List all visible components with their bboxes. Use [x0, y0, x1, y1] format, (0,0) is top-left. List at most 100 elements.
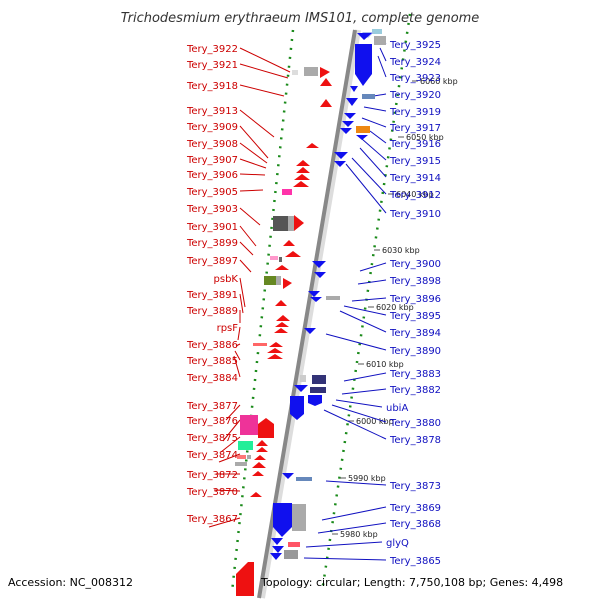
gene-block[interactable]: [310, 387, 326, 393]
gene-arrow[interactable]: [283, 240, 295, 246]
gene-arrow[interactable]: [350, 86, 358, 92]
gene-arrow[interactable]: [320, 67, 330, 78]
gene-arrow[interactable]: [334, 161, 346, 167]
gene-block[interactable]: [326, 296, 340, 300]
gene-label-right[interactable]: Tery_3880: [389, 418, 441, 429]
gene-label-right[interactable]: Tery_3883: [389, 369, 441, 380]
gene-label-left[interactable]: Tery_3897: [186, 256, 238, 267]
gene-arrow[interactable]: [252, 462, 266, 468]
gene-arrow[interactable]: [293, 181, 309, 187]
gene-label-right[interactable]: ubiA: [386, 403, 408, 414]
gene-block[interactable]: [240, 415, 258, 435]
gene-label-right[interactable]: Tery_3869: [389, 503, 441, 514]
gene-arrow[interactable]: [340, 128, 352, 134]
gene-arrow[interactable]: [285, 251, 301, 257]
gene-block[interactable]: [237, 455, 246, 459]
gene-block[interactable]: [312, 375, 326, 384]
gene-arrow[interactable]: [306, 143, 319, 148]
gene-block[interactable]: [304, 67, 318, 76]
gene-label-right[interactable]: Tery_3868: [389, 519, 441, 530]
gene-block[interactable]: [253, 343, 267, 346]
gene-arrow[interactable]: [252, 471, 264, 476]
gene-block[interactable]: [362, 94, 375, 99]
gene-block[interactable]: [270, 256, 278, 260]
gene-arrow[interactable]: [304, 328, 316, 334]
gene-arrow[interactable]: [312, 261, 326, 268]
gene-arrow[interactable]: [276, 315, 290, 321]
gene-label-left[interactable]: Tery_3876: [186, 416, 238, 427]
gene-arrow[interactable]: [236, 562, 254, 596]
gene-label-left[interactable]: Tery_3918: [186, 81, 238, 92]
gene-label-right[interactable]: Tery_3890: [389, 346, 441, 357]
gene-label-left[interactable]: Tery_3922: [186, 44, 238, 55]
gene-arrow[interactable]: [294, 174, 310, 180]
gene-arrow[interactable]: [355, 44, 372, 86]
gene-block[interactable]: [296, 477, 312, 481]
gene-arrow[interactable]: [314, 272, 326, 278]
gene-label-left[interactable]: Tery_3903: [186, 204, 238, 215]
gene-block[interactable]: [284, 550, 298, 559]
gene-label-left[interactable]: psbK: [214, 274, 239, 285]
gene-label-left[interactable]: Tery_3886: [186, 340, 238, 351]
gene-label-right[interactable]: Tery_3916: [389, 139, 441, 150]
gene-label-right[interactable]: Tery_3865: [389, 556, 441, 567]
gene-arrow[interactable]: [256, 440, 268, 446]
gene-arrow[interactable]: [310, 297, 322, 302]
gene-block[interactable]: [300, 375, 306, 382]
gene-arrow[interactable]: [254, 455, 266, 460]
gene-arrow[interactable]: [270, 553, 282, 560]
gene-label-left[interactable]: Tery_3909: [186, 122, 238, 133]
gene-label-right[interactable]: Tery_3920: [389, 90, 441, 101]
gene-label-right[interactable]: Tery_3914: [389, 173, 441, 184]
gene-label-right[interactable]: Tery_3923: [389, 73, 441, 84]
gene-arrow[interactable]: [282, 473, 294, 479]
gene-label-left[interactable]: Tery_3885: [186, 356, 238, 367]
gene-arrow[interactable]: [267, 354, 283, 359]
gene-label-right[interactable]: Tery_3912: [389, 190, 441, 201]
gene-label-left[interactable]: Tery_3870: [186, 487, 238, 498]
gene-arrow[interactable]: [275, 300, 287, 306]
gene-label-right[interactable]: Tery_3900: [389, 259, 441, 270]
gene-label-right[interactable]: glyQ: [386, 538, 409, 549]
gene-arrow[interactable]: [320, 78, 332, 86]
gene-label-left[interactable]: rpsF: [217, 323, 239, 334]
gene-label-right[interactable]: Tery_3873: [389, 481, 441, 492]
gene-block[interactable]: [374, 36, 386, 45]
gene-arrow[interactable]: [274, 328, 288, 333]
gene-block[interactable]: [264, 276, 277, 285]
gene-arrow[interactable]: [258, 418, 274, 438]
gene-label-left[interactable]: Tery_3906: [186, 170, 238, 181]
gene-arrow[interactable]: [290, 396, 304, 420]
gene-label-left[interactable]: Tery_3899: [186, 238, 238, 249]
gene-arrow[interactable]: [334, 152, 348, 159]
gene-block[interactable]: [238, 441, 253, 450]
gene-label-left[interactable]: Tery_3907: [186, 155, 238, 166]
gene-arrow[interactable]: [357, 33, 372, 40]
gene-arrow[interactable]: [296, 167, 310, 173]
gene-arrow[interactable]: [344, 113, 356, 119]
gene-arrow[interactable]: [308, 395, 322, 406]
gene-arrow[interactable]: [294, 215, 304, 231]
gene-block[interactable]: [372, 29, 382, 34]
gene-arrow[interactable]: [267, 348, 283, 353]
gene-block[interactable]: [282, 189, 292, 195]
gene-block[interactable]: [279, 257, 282, 262]
gene-arrow[interactable]: [250, 492, 262, 497]
gene-block[interactable]: [273, 216, 288, 231]
gene-arrow[interactable]: [356, 135, 368, 140]
gene-block[interactable]: [288, 542, 300, 547]
gene-label-left[interactable]: Tery_3891: [186, 290, 238, 301]
gene-block[interactable]: [288, 216, 294, 231]
gene-label-right[interactable]: Tery_3882: [389, 385, 441, 396]
gene-arrow[interactable]: [320, 99, 332, 107]
gene-label-left[interactable]: Tery_3877: [186, 401, 238, 412]
gene-arrow[interactable]: [346, 98, 358, 106]
gene-label-left[interactable]: Tery_3901: [186, 222, 238, 233]
gene-arrow[interactable]: [273, 503, 292, 537]
gene-label-right[interactable]: Tery_3910: [389, 209, 441, 220]
gene-block[interactable]: [235, 462, 247, 466]
gene-block[interactable]: [292, 70, 298, 75]
gene-label-right[interactable]: Tery_3896: [389, 294, 441, 305]
gene-label-right[interactable]: Tery_3917: [389, 123, 441, 134]
gene-arrow[interactable]: [272, 546, 284, 553]
